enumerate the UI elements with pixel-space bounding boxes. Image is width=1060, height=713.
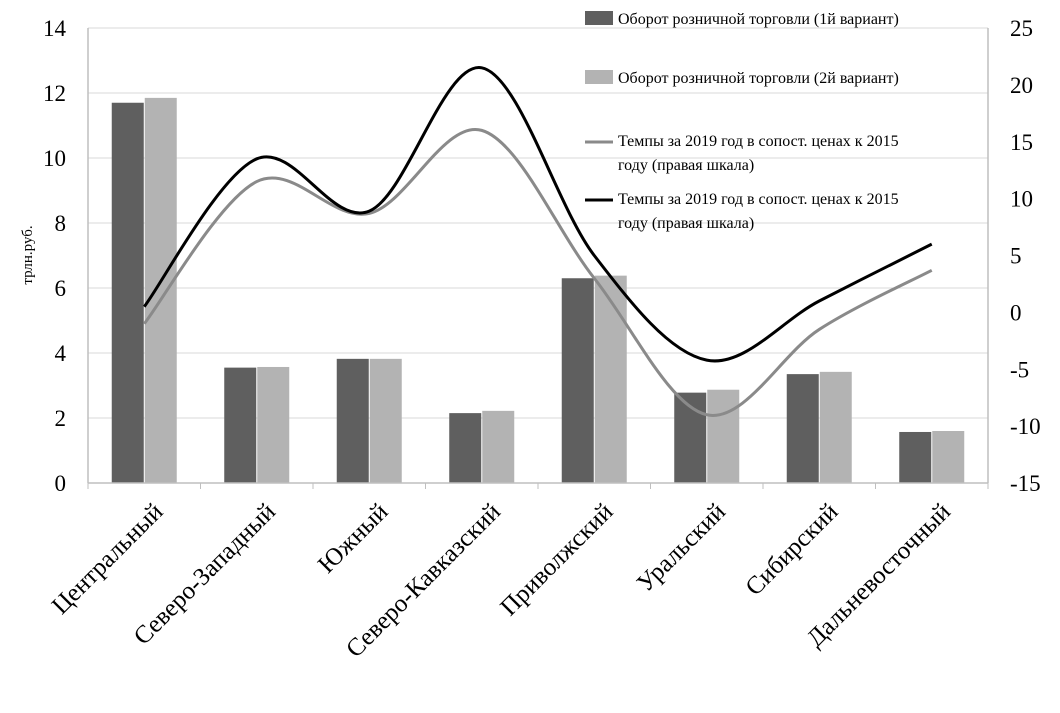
- y2-tick-label: ‑5: [1010, 357, 1029, 382]
- category-label: Центральный: [47, 498, 169, 620]
- y-tick-label: 4: [55, 341, 67, 366]
- y-tick-label: 10: [43, 146, 66, 171]
- bar: [786, 374, 819, 483]
- bar: [144, 97, 177, 483]
- category-label: Уральский: [632, 498, 731, 597]
- legend-label: Оборот розничной торговли (2й вариант): [618, 70, 899, 87]
- bar: [594, 275, 627, 483]
- legend-label: Темпы за 2019 год в сопост. ценах к 2015: [618, 191, 899, 208]
- bar: [899, 431, 932, 483]
- legend-label: Темпы за 2019 год в сопост. ценах к 2015: [618, 133, 899, 150]
- bar: [449, 413, 482, 483]
- bar: [369, 358, 402, 483]
- bars: [111, 97, 965, 483]
- bar: [336, 358, 369, 483]
- category-label: Сибирский: [740, 498, 843, 601]
- gridlines: [88, 27, 988, 419]
- y2-tick-label: ‑10: [1010, 414, 1041, 439]
- y-axis-ticks: 0 2 4 6 8 10 12 14: [43, 16, 67, 496]
- bar: [224, 367, 257, 483]
- category-label: Приволжский: [495, 498, 618, 621]
- y2-tick-label: 25: [1010, 16, 1033, 41]
- y2-tick-label: 10: [1010, 187, 1033, 212]
- series-line: [143, 66, 933, 363]
- bar: [111, 102, 144, 483]
- y-tick-label: 12: [43, 81, 66, 106]
- category-label: Южный: [313, 498, 393, 578]
- bar: [932, 431, 965, 483]
- legend: Оборот розничной торговли (1й вариант) Об…: [585, 11, 899, 232]
- legend-label: Оборот розничной торговли (1й вариант): [618, 11, 899, 28]
- bar: [819, 371, 852, 483]
- y2-tick-label: 5: [1010, 244, 1022, 269]
- y2-axis-ticks: ‑15 ‑10 ‑5 0 5 10 15 20 25: [1010, 16, 1041, 496]
- bar: [707, 389, 740, 483]
- legend-swatch: [585, 70, 613, 84]
- series-lines: [143, 66, 933, 417]
- bar: [561, 278, 594, 483]
- y-tick-label: 8: [55, 211, 67, 236]
- series-line: [143, 127, 933, 417]
- y2-tick-label: 15: [1010, 130, 1033, 155]
- y2-tick-label: 20: [1010, 73, 1033, 98]
- axes: [87, 28, 989, 489]
- legend-swatch: [585, 11, 613, 25]
- y2-tick-label: ‑15: [1010, 471, 1041, 496]
- y-tick-label: 6: [55, 276, 67, 301]
- y-tick-label: 2: [55, 406, 67, 431]
- bar: [482, 410, 515, 483]
- y-tick-label: 0: [55, 471, 67, 496]
- legend-label: году (правая шкала): [618, 215, 754, 232]
- y2-tick-label: 0: [1010, 300, 1022, 325]
- y-axis-label: трлн.руб.: [20, 225, 36, 284]
- legend-label: году (правая шкала): [618, 157, 754, 174]
- y-tick-label: 14: [43, 16, 67, 41]
- bar: [257, 366, 290, 483]
